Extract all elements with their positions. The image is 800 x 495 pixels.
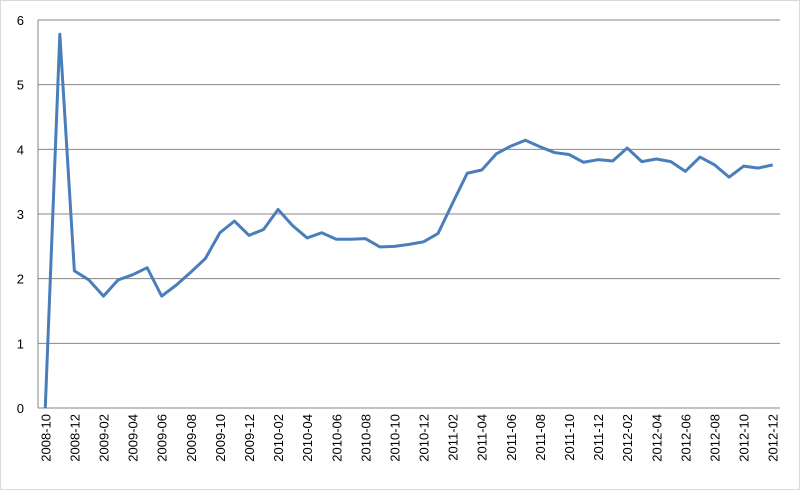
y-tick-label: 1 — [17, 336, 24, 351]
x-tick-label: 2011-08 — [533, 414, 548, 461]
x-tick-label: 2008-12 — [67, 414, 82, 462]
y-tick-label: 4 — [17, 142, 24, 157]
x-tick-label: 2012-02 — [620, 414, 635, 462]
x-tick-label: 2011-10 — [562, 414, 577, 461]
x-tick-label: 2010-02 — [271, 414, 286, 462]
x-tick-label: 2010-06 — [329, 414, 344, 462]
y-tick-label: 0 — [17, 401, 24, 416]
x-tick-label: 2012-08 — [708, 414, 723, 462]
x-tick-label: 2009-08 — [184, 414, 199, 462]
x-tick-label: 2011-04 — [475, 414, 490, 461]
x-tick-label: 2009-06 — [155, 414, 170, 462]
y-tick-label: 2 — [17, 272, 24, 287]
x-tick-label: 2012-10 — [737, 414, 752, 462]
x-tick-label: 2011-12 — [591, 414, 606, 461]
x-tick-label: 2009-04 — [126, 414, 141, 462]
x-tick-label: 2010-08 — [358, 414, 373, 462]
data-line — [43, 32, 774, 409]
x-tick-label: 2009-02 — [96, 414, 111, 462]
x-tick-label: 2009-12 — [242, 414, 257, 462]
x-tick-label: 2012-04 — [649, 414, 664, 462]
x-tick-label: 2009-10 — [213, 414, 228, 462]
x-tick-label: 2011-06 — [504, 414, 519, 461]
x-tick-label: 2010-04 — [300, 414, 315, 462]
y-tick-label: 3 — [17, 207, 24, 222]
x-tick-label: 2012-12 — [766, 414, 781, 462]
y-tick-label: 5 — [17, 78, 24, 93]
x-tick-label: 2010-12 — [417, 414, 432, 462]
x-tick-label: 2010-10 — [387, 414, 402, 462]
x-tick-label: 2008-10 — [38, 414, 53, 462]
x-tick-label: 2012-06 — [678, 414, 693, 462]
x-tick-label: 2011-02 — [446, 414, 461, 461]
y-tick-label: 6 — [17, 13, 24, 28]
